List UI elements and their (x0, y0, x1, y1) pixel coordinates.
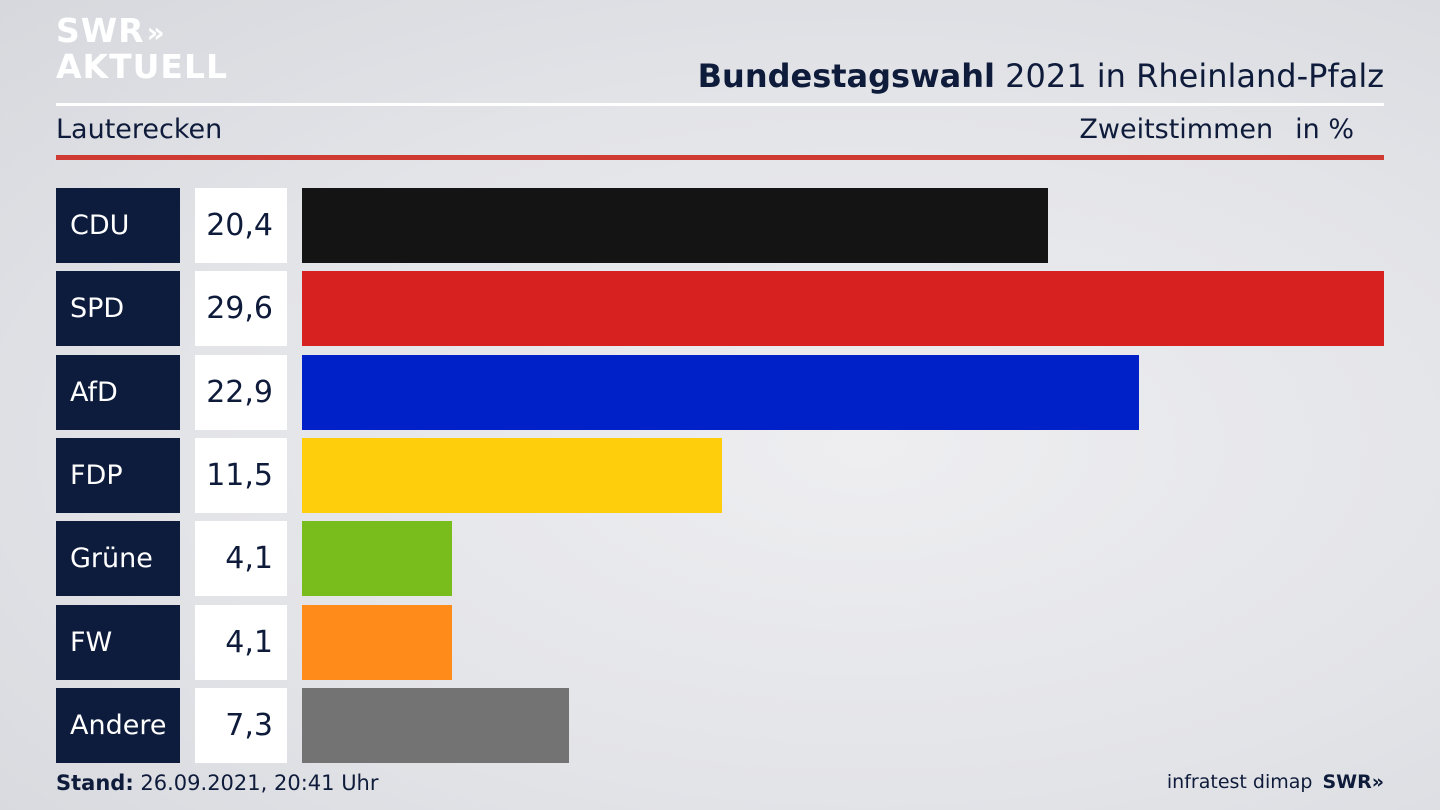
value-label: 7,3 (195, 687, 287, 763)
bar (302, 437, 722, 513)
swr-small-logo: SWR» (1322, 771, 1384, 793)
bar (302, 354, 1139, 430)
source-label: infratest dimap (1166, 771, 1313, 793)
logo-aktuell-text: AKTUELL (56, 47, 229, 86)
party-label: FW (56, 604, 180, 680)
location-label: Lauterecken (56, 114, 223, 145)
metric-label-group: Zweitstimmen in % (1079, 114, 1354, 145)
party-label: FDP (56, 437, 180, 513)
title-bold: Bundestagswahl (697, 57, 995, 95)
party-label: SPD (56, 271, 180, 347)
timestamp-value: 26.09.2021, 20:41 Uhr (140, 771, 379, 795)
logo-arrows-icon: » (146, 16, 166, 49)
party-label: Andere (56, 687, 180, 763)
value-label: 29,6 (195, 271, 287, 347)
party-label: AfD (56, 354, 180, 430)
timestamp-label: Stand: (56, 771, 134, 795)
source-credit: infratest dimap SWR» (1167, 771, 1384, 793)
value-label: 11,5 (195, 437, 287, 513)
unit-label: in % (1295, 114, 1354, 145)
accent-divider (56, 155, 1384, 160)
value-label: 20,4 (195, 188, 287, 263)
bar (302, 521, 452, 597)
value-label: 4,1 (195, 521, 287, 597)
value-label: 4,1 (195, 604, 287, 680)
header-divider (56, 103, 1384, 106)
title-rest: 2021 in Rheinland-Pfalz (1005, 57, 1384, 95)
party-label: CDU (56, 188, 180, 263)
timestamp: Stand: 26.09.2021, 20:41 Uhr (56, 771, 379, 795)
bar (302, 687, 569, 763)
swr-aktuell-logo: SWR» AKTUELL (56, 14, 228, 84)
bar (302, 271, 1384, 347)
bar (302, 604, 452, 680)
bar (302, 188, 1048, 263)
metric-label: Zweitstimmen (1079, 114, 1274, 145)
logo-swr-text: SWR (56, 11, 145, 50)
page-title: Bundestagswahl 2021 in Rheinland-Pfalz (698, 57, 1384, 95)
value-label: 22,9 (195, 354, 287, 430)
party-label: Grüne (56, 521, 180, 597)
